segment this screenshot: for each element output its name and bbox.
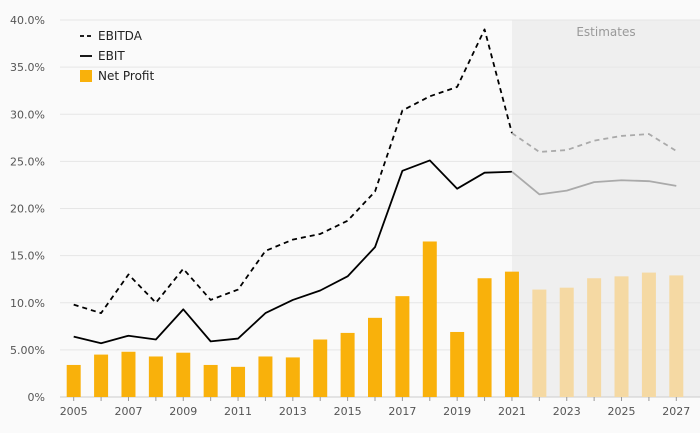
net-profit-bar bbox=[94, 354, 109, 397]
ebitda-line bbox=[73, 28, 513, 315]
x-tick-label: 2019 bbox=[443, 405, 471, 418]
legend-ebit-label: EBIT bbox=[98, 49, 125, 63]
x-tick-label: 2015 bbox=[334, 405, 362, 418]
ebit-line bbox=[73, 159, 512, 345]
y-tick-label: 35.0% bbox=[10, 61, 45, 74]
net-profit-bar bbox=[121, 351, 136, 397]
net-profit-bar bbox=[395, 296, 410, 397]
x-tick-label: 2023 bbox=[553, 405, 581, 418]
net-profit-bar bbox=[587, 278, 602, 397]
net-profit-bar bbox=[203, 364, 218, 397]
x-tick-label: 2027 bbox=[662, 405, 690, 418]
y-tick-label: 0% bbox=[28, 391, 45, 404]
net-profit-bar bbox=[148, 356, 163, 397]
y-tick-label: 5.00% bbox=[10, 344, 45, 357]
y-axis: 0% 5.00% 10.0% 15.0% 20.0% 25.0% 30.0% 35.0% 40.… bbox=[10, 14, 45, 404]
x-axis: 2005 2007 2009 2011 2013 2015 2017 2019 2021 2023… bbox=[60, 397, 690, 418]
x-tick-label: 2021 bbox=[498, 405, 526, 418]
x-tick-label: 2007 bbox=[114, 405, 142, 418]
x-tick-label: 2017 bbox=[388, 405, 416, 418]
grid bbox=[60, 19, 700, 398]
x-tick-label: 2025 bbox=[608, 405, 636, 418]
x-tick-label: 2009 bbox=[169, 405, 197, 418]
ebit-estimate-line bbox=[511, 171, 677, 196]
net-profit-bar bbox=[368, 317, 382, 397]
net-profit-bar bbox=[559, 287, 574, 397]
legend-net-profit-swatch bbox=[80, 70, 92, 82]
net-profit-bar bbox=[66, 364, 81, 397]
estimates-label: Estimates bbox=[576, 25, 635, 39]
y-tick-label: 15.0% bbox=[10, 250, 45, 263]
net-profit-bar bbox=[641, 272, 656, 397]
net-profit-bar bbox=[176, 352, 191, 397]
net-profit-bar bbox=[285, 357, 300, 397]
net-profit-bar bbox=[614, 276, 629, 397]
net-profit-bar bbox=[231, 366, 246, 397]
y-tick-label: 30.0% bbox=[10, 108, 45, 121]
y-tick-label: 10.0% bbox=[10, 297, 45, 310]
y-tick-label: 20.0% bbox=[10, 203, 45, 216]
legend-net-profit-label: Net Profit bbox=[98, 69, 154, 83]
ebitda-estimate-line bbox=[511, 132, 677, 153]
net-profit-bar bbox=[450, 331, 465, 397]
net-profit-bar bbox=[340, 332, 355, 397]
net-profit-bar bbox=[422, 241, 437, 397]
net-profit-bar bbox=[313, 339, 328, 397]
x-tick-label: 2013 bbox=[279, 405, 307, 418]
x-tick-label: 2005 bbox=[60, 405, 88, 418]
net-profit-bar bbox=[258, 356, 273, 397]
y-tick-label: 40.0% bbox=[10, 14, 45, 27]
y-tick-label: 25.0% bbox=[10, 155, 45, 168]
net-profit-bar bbox=[477, 278, 492, 397]
net-profit-bar bbox=[504, 271, 519, 397]
line-series bbox=[73, 28, 677, 345]
x-tick-label: 2011 bbox=[224, 405, 252, 418]
legend-ebitda-label: EBITDA bbox=[98, 29, 143, 43]
legend: EBITDA EBIT Net Profit bbox=[80, 29, 154, 83]
net-profit-bar bbox=[669, 275, 684, 397]
net-profit-bars bbox=[66, 241, 684, 397]
net-profit-bar bbox=[532, 289, 547, 397]
